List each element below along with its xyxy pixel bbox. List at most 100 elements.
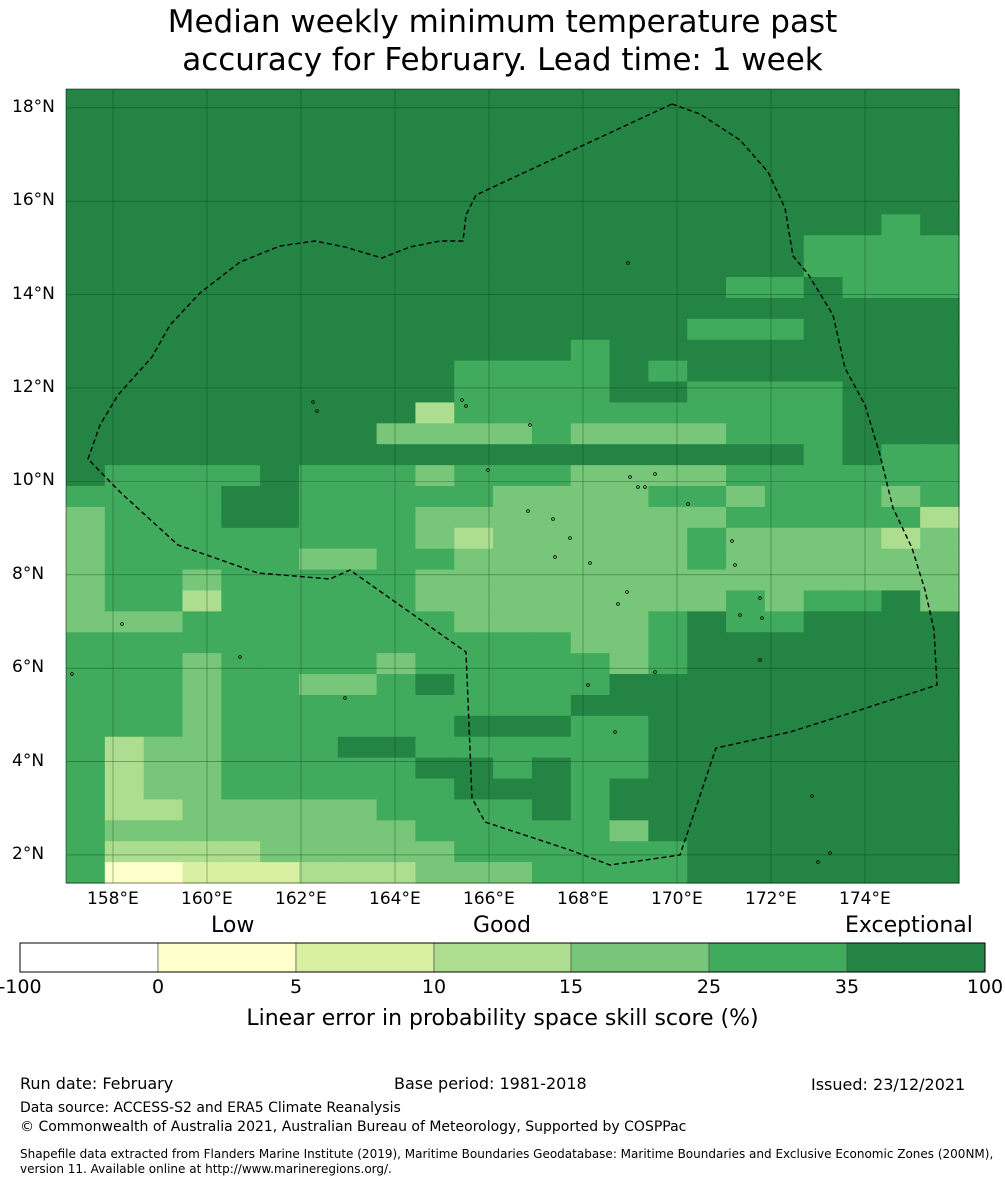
grid-cell xyxy=(493,402,533,424)
grid-cell xyxy=(454,318,494,341)
grid-cell xyxy=(531,632,572,654)
island xyxy=(588,561,592,565)
colorbar-segment xyxy=(295,942,435,973)
island xyxy=(653,670,657,674)
grid-cell xyxy=(337,360,378,383)
grid-cell xyxy=(881,820,921,842)
grid-cell xyxy=(143,235,184,257)
grid-cell xyxy=(221,527,261,550)
grid-cell xyxy=(687,297,727,320)
grid-cell xyxy=(66,653,106,675)
grid-cell xyxy=(182,841,222,863)
grid-cell xyxy=(920,193,960,215)
grid-cell xyxy=(531,506,572,529)
base-period: Base period: 1981-2018 xyxy=(394,1074,587,1093)
grid-cell xyxy=(687,256,727,278)
grid-cell xyxy=(881,151,921,174)
grid-cell xyxy=(454,569,494,592)
grid-cell xyxy=(182,611,222,633)
grid-cell xyxy=(648,444,688,466)
longitude-label: 172°E xyxy=(745,889,797,909)
grid-cell xyxy=(493,89,533,111)
grid-cell xyxy=(648,89,688,111)
island xyxy=(551,517,555,521)
grid-cell xyxy=(570,653,611,675)
map-title-line1: Median weekly minimum temperature past xyxy=(167,4,838,40)
grid-cell xyxy=(143,632,184,654)
grid-cell xyxy=(454,109,494,132)
grid-cell xyxy=(182,820,222,842)
grid-cell xyxy=(881,277,921,299)
grid-cell xyxy=(104,611,145,633)
grid-cell xyxy=(648,799,688,821)
grid-cell xyxy=(803,423,844,445)
grid-cell xyxy=(104,277,145,299)
grid-cell xyxy=(182,590,222,612)
grid-cell xyxy=(842,506,882,529)
grid-cell xyxy=(842,653,882,675)
grid-cell xyxy=(726,360,766,383)
grid-cell xyxy=(648,486,688,508)
grid-cell xyxy=(182,402,222,424)
grid-cell xyxy=(920,109,960,132)
grid-cell xyxy=(454,653,494,675)
grid-cell xyxy=(531,465,572,487)
grid-cell xyxy=(454,130,494,153)
grid-cell xyxy=(221,778,261,801)
grid-cell xyxy=(803,820,844,842)
grid-cell xyxy=(104,736,145,759)
grid-cell xyxy=(493,235,533,257)
grid-cell xyxy=(920,381,960,404)
grid-cell xyxy=(454,423,494,445)
grid-cell xyxy=(182,297,222,320)
grid-cell xyxy=(104,89,145,111)
grid-cell xyxy=(298,193,339,215)
grid-cell xyxy=(881,674,921,696)
grid-cell xyxy=(454,89,494,111)
grid-cell xyxy=(376,674,417,696)
grid-cell xyxy=(415,653,455,675)
island xyxy=(343,696,347,700)
grid-cell xyxy=(337,423,378,445)
colorbar-tick-label: 35 xyxy=(834,976,860,998)
grid-cell xyxy=(415,736,455,759)
grid-cell xyxy=(66,736,106,759)
grid-cell xyxy=(104,820,145,842)
grid-cell xyxy=(842,360,882,383)
longitude-label: 170°E xyxy=(651,889,703,909)
grid-cell xyxy=(920,736,960,759)
grid-cell xyxy=(842,757,882,780)
grid-cell xyxy=(726,694,766,717)
grid-cell xyxy=(104,590,145,612)
grid-cell xyxy=(764,318,805,341)
grid-cell xyxy=(881,109,921,132)
grid-cell xyxy=(609,862,649,884)
island xyxy=(616,602,620,606)
grid-cell xyxy=(376,235,417,257)
grid-cell xyxy=(493,444,533,466)
grid-cell xyxy=(842,172,882,195)
island xyxy=(526,509,530,513)
grid-cell xyxy=(842,715,882,738)
grid-cell xyxy=(648,277,688,299)
grid-cell xyxy=(726,527,766,550)
colorbar xyxy=(19,942,986,973)
grid-cell xyxy=(454,402,494,424)
grid-cell xyxy=(531,444,572,466)
island xyxy=(738,613,742,617)
grid-cell xyxy=(570,297,611,320)
grid-cell xyxy=(298,360,339,383)
grid-cell xyxy=(570,89,611,111)
grid-cell xyxy=(920,862,960,884)
grid-cell xyxy=(726,402,766,424)
grid-cell xyxy=(143,506,184,529)
grid-cell xyxy=(415,193,455,215)
grid-cell xyxy=(376,151,417,174)
grid-cell xyxy=(803,611,844,633)
longitude-label: 158°E xyxy=(87,889,139,909)
longitude-label: 162°E xyxy=(275,889,327,909)
grid-cell xyxy=(221,862,261,884)
grid-cell xyxy=(803,674,844,696)
grid-cell xyxy=(570,360,611,383)
grid-cell xyxy=(726,862,766,884)
